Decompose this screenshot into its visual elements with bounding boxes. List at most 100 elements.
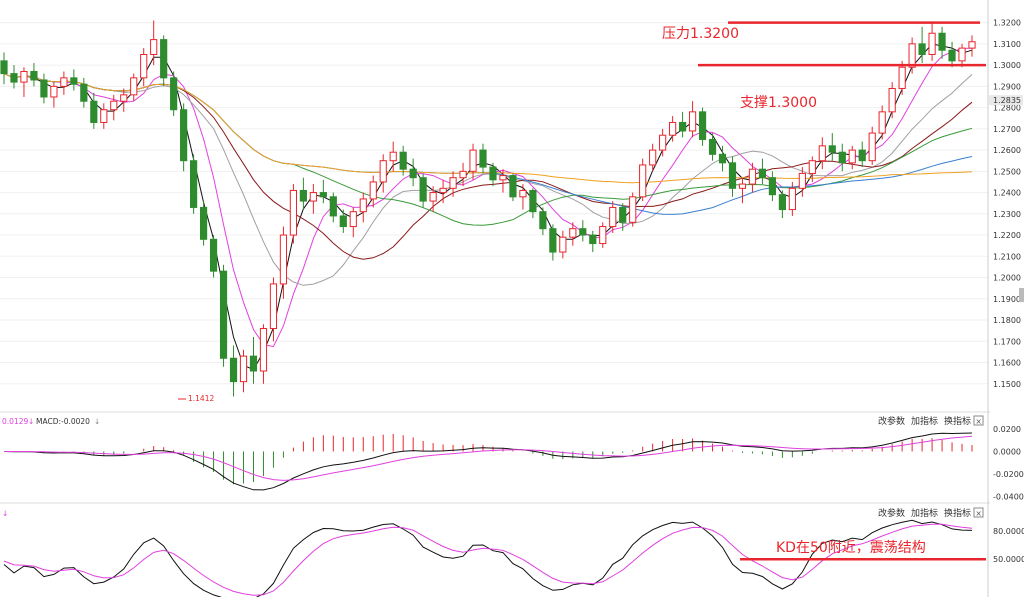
scroll-handle[interactable] — [1019, 288, 1024, 302]
kd-d-line — [3, 523, 973, 596]
candle-body — [639, 164, 647, 198]
macd-buttons: 改参数 加指标 换指标 × — [878, 415, 984, 427]
candle-body — [399, 151, 407, 170]
price-tick-label: 1.1700 — [993, 337, 1021, 346]
candle-body — [160, 39, 168, 79]
ma-line-gray — [3, 73, 973, 286]
candle-body — [209, 238, 218, 272]
candle-body — [848, 149, 856, 164]
macd-prev-value: 0.0129 — [2, 417, 28, 426]
candle-body — [439, 187, 447, 194]
macd-tick-label: -0.0200 — [993, 470, 1024, 479]
price-tick-label: 1.2000 — [993, 274, 1021, 283]
price-candles — [0, 20, 976, 397]
kd-y-axis: 80.0000 50.0000 — [993, 527, 1024, 564]
macd-arrow-icon-2: ↓ — [94, 417, 100, 426]
candle-body — [788, 187, 796, 211]
ma-line-green — [3, 73, 973, 226]
kd-annotation: KD在50附近，震荡结构 — [776, 540, 926, 556]
candle-body — [259, 328, 268, 372]
candle-body — [549, 228, 557, 253]
candle-body — [30, 70, 38, 81]
price-tick-label: 1.2600 — [993, 146, 1021, 155]
ma-line-blue — [3, 73, 973, 215]
candle-body — [778, 194, 786, 211]
candle-body — [529, 189, 537, 213]
candle-body — [329, 196, 337, 217]
price-tick-label: 1.3200 — [993, 19, 1021, 28]
close-icon[interactable] — [973, 415, 984, 426]
candle-body — [629, 196, 637, 223]
candle-body — [878, 111, 886, 134]
candle-body — [688, 111, 697, 132]
low-marker-label: 1.1412 — [188, 394, 214, 403]
ma-line-magenta — [3, 47, 973, 348]
indicator-button[interactable]: 改参数 — [878, 415, 905, 427]
candle-body — [509, 175, 517, 198]
price-tick-label: 1.1500 — [993, 380, 1021, 389]
macd-y-axis: 0.0200 0.0000 -0.0200 -0.0400 — [993, 425, 1024, 501]
candle-body — [120, 94, 128, 102]
macd-tick-label: 0.0200 — [993, 425, 1021, 434]
indicator-button[interactable]: 加指标 — [911, 415, 938, 427]
candle-body — [888, 87, 896, 113]
candle-body — [828, 145, 836, 153]
indicator-button[interactable]: 换指标 — [944, 415, 971, 427]
candle-body — [279, 234, 288, 285]
indicator-button[interactable]: 加指标 — [911, 507, 938, 519]
candle-body — [519, 189, 527, 198]
candle-body — [948, 49, 956, 62]
macd-arrow-icon: ↓ — [28, 417, 34, 426]
candle-body — [369, 181, 377, 200]
candle-body — [459, 170, 467, 179]
price-ma-lines — [3, 43, 973, 371]
price-tick-label: 1.2300 — [993, 210, 1021, 219]
kd-tick-label: 50.0000 — [993, 555, 1024, 564]
candle-body — [150, 39, 158, 55]
candle-body — [309, 192, 317, 202]
ma-line-black — [3, 43, 973, 371]
indicator-button[interactable]: 换指标 — [944, 507, 971, 519]
candle-body — [539, 211, 547, 230]
macd-dea-line — [4, 435, 973, 481]
support-label: 支撑1.3000 — [740, 95, 817, 111]
candle-body — [808, 160, 816, 174]
macd-dif-line — [3, 432, 973, 491]
candle-body — [349, 211, 357, 228]
candle-body — [958, 47, 966, 62]
kd-k-line — [3, 519, 973, 597]
candle-body — [419, 177, 427, 202]
candle-body — [449, 177, 457, 189]
candle-body — [898, 66, 906, 89]
candle-body — [50, 85, 58, 98]
candle-body — [299, 189, 307, 202]
candle-body — [70, 77, 78, 85]
current-price-label: 1.2835 — [993, 96, 1021, 105]
candle-body — [90, 100, 98, 123]
candle-body — [229, 357, 238, 383]
indicator-button[interactable]: 改参数 — [878, 507, 905, 519]
kd-tick-label: 80.0000 — [993, 527, 1024, 536]
candle-body — [389, 151, 397, 162]
price-panel — [0, 22, 988, 385]
candle-body — [10, 73, 18, 83]
candle-body — [269, 283, 278, 330]
candle-body — [479, 149, 487, 168]
macd-tick-label: 0.0000 — [993, 447, 1021, 456]
candle-body — [928, 32, 936, 55]
candle-body — [579, 228, 587, 236]
close-icon[interactable] — [973, 507, 984, 518]
candle-body — [589, 234, 597, 245]
candle-body — [289, 189, 297, 236]
candle-body — [609, 206, 617, 228]
candle-body — [190, 160, 198, 208]
candle-body — [359, 198, 367, 213]
candle-body — [728, 162, 737, 189]
price-tick-label: 1.2400 — [993, 189, 1021, 198]
candle-body — [698, 111, 707, 140]
ma-line-darkred — [3, 73, 973, 260]
candle-body — [798, 172, 806, 189]
candle-body — [110, 100, 118, 111]
candle-body — [80, 83, 88, 102]
